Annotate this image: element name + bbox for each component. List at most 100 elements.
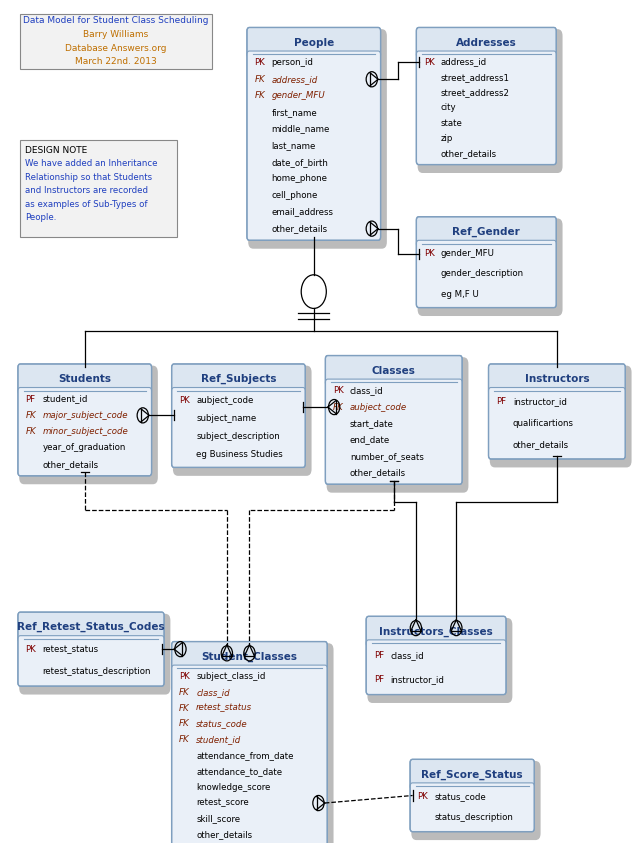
Text: last_name: last_name <box>271 141 316 150</box>
Text: state: state <box>441 118 463 127</box>
FancyBboxPatch shape <box>417 241 556 307</box>
Text: Students: Students <box>59 374 111 384</box>
Text: Addresses: Addresses <box>456 38 517 47</box>
Text: Data Model for Student Class Scheduling: Data Model for Student Class Scheduling <box>23 16 209 25</box>
Text: FK: FK <box>333 403 343 412</box>
Text: March 22nd. 2013: March 22nd. 2013 <box>75 57 157 67</box>
Text: Relationship so that Students: Relationship so that Students <box>25 173 152 181</box>
FancyBboxPatch shape <box>367 618 512 703</box>
Text: Ref_Subjects: Ref_Subjects <box>201 374 276 384</box>
Text: Instructors: Instructors <box>525 374 589 384</box>
FancyBboxPatch shape <box>410 783 534 831</box>
Text: city: city <box>441 103 457 112</box>
Text: aubject_code: aubject_code <box>350 403 407 412</box>
Text: Student_Classes: Student_Classes <box>201 652 298 662</box>
FancyBboxPatch shape <box>172 641 327 672</box>
Text: status_code: status_code <box>196 719 248 728</box>
FancyBboxPatch shape <box>18 387 152 476</box>
Text: other_details: other_details <box>513 441 569 449</box>
FancyBboxPatch shape <box>172 387 305 468</box>
Text: middle_name: middle_name <box>271 125 330 133</box>
FancyBboxPatch shape <box>417 51 556 165</box>
FancyBboxPatch shape <box>417 217 556 247</box>
Text: eg M,F U: eg M,F U <box>441 289 478 299</box>
FancyBboxPatch shape <box>19 614 170 695</box>
Text: Ref_Gender: Ref_Gender <box>453 227 520 237</box>
Text: as examples of Sub-Types of: as examples of Sub-Types of <box>25 200 147 208</box>
Text: We have added an Inheritance: We have added an Inheritance <box>25 160 158 168</box>
Text: qualificartions: qualificartions <box>513 419 574 428</box>
Text: Instructors_Classes: Instructors_Classes <box>379 626 493 636</box>
Text: other_details: other_details <box>441 149 497 158</box>
FancyBboxPatch shape <box>18 364 152 394</box>
FancyBboxPatch shape <box>412 761 541 840</box>
FancyBboxPatch shape <box>325 355 462 386</box>
Text: PF: PF <box>496 398 506 406</box>
Text: instructor_id: instructor_id <box>513 398 567 406</box>
Text: status_code: status_code <box>435 793 486 801</box>
Text: other_details: other_details <box>271 225 327 233</box>
Text: Barry Williams: Barry Williams <box>84 30 149 39</box>
FancyBboxPatch shape <box>417 219 563 316</box>
Text: student_id: student_id <box>196 735 241 744</box>
FancyBboxPatch shape <box>417 28 556 57</box>
Text: start_date: start_date <box>350 419 394 428</box>
Text: PK: PK <box>424 57 435 67</box>
Text: first_name: first_name <box>271 108 317 117</box>
Text: PK: PK <box>179 672 190 681</box>
Text: class_id: class_id <box>196 688 230 697</box>
Text: FK: FK <box>179 735 190 744</box>
Text: retest_status_description: retest_status_description <box>42 668 151 676</box>
Text: instructor_id: instructor_id <box>391 674 444 684</box>
Bar <box>21 140 177 237</box>
Text: address_id: address_id <box>271 75 318 84</box>
Text: PK: PK <box>255 58 265 68</box>
FancyBboxPatch shape <box>247 28 381 57</box>
Text: skill_score: skill_score <box>196 814 240 824</box>
Text: subject_description: subject_description <box>196 432 280 441</box>
Text: other_details: other_details <box>196 830 252 839</box>
Text: PK: PK <box>333 387 343 395</box>
Text: status_description: status_description <box>435 814 513 822</box>
FancyBboxPatch shape <box>489 387 625 459</box>
FancyBboxPatch shape <box>172 364 305 394</box>
FancyBboxPatch shape <box>19 365 158 484</box>
Text: date_of_birth: date_of_birth <box>271 158 329 167</box>
Bar <box>21 14 212 68</box>
FancyBboxPatch shape <box>247 51 381 241</box>
Text: street_address2: street_address2 <box>441 88 510 97</box>
Text: address_id: address_id <box>441 57 487 67</box>
Text: email_address: email_address <box>271 208 334 217</box>
Text: PK: PK <box>417 793 428 801</box>
Text: Classes: Classes <box>372 365 416 376</box>
Text: FK: FK <box>255 75 265 84</box>
FancyBboxPatch shape <box>18 636 164 686</box>
Text: end_date: end_date <box>350 436 390 445</box>
FancyBboxPatch shape <box>490 365 631 468</box>
Text: eg Business Studies: eg Business Studies <box>196 451 283 459</box>
Text: Ref_Score_Status: Ref_Score_Status <box>421 770 523 780</box>
Text: year_of_graduation: year_of_graduation <box>42 443 126 452</box>
FancyBboxPatch shape <box>366 616 506 647</box>
Text: PK: PK <box>179 396 190 404</box>
FancyBboxPatch shape <box>173 365 312 476</box>
FancyBboxPatch shape <box>489 364 625 394</box>
Text: class_id: class_id <box>391 651 424 660</box>
Text: PF: PF <box>374 674 384 684</box>
Text: aubject_code: aubject_code <box>196 396 253 404</box>
Text: attendance_from_date: attendance_from_date <box>196 751 294 760</box>
Text: attendance_to_date: attendance_to_date <box>196 767 282 776</box>
Text: FK: FK <box>255 91 265 100</box>
Text: number_of_seats: number_of_seats <box>350 452 424 461</box>
Text: People: People <box>294 38 334 47</box>
Text: FK: FK <box>179 704 190 712</box>
Text: FK: FK <box>179 719 190 728</box>
FancyBboxPatch shape <box>172 665 327 844</box>
Text: FK: FK <box>26 411 36 419</box>
FancyBboxPatch shape <box>18 612 164 642</box>
Text: retest_status: retest_status <box>42 646 98 654</box>
Text: gender_description: gender_description <box>441 269 524 279</box>
Text: minor_subject_code: minor_subject_code <box>42 427 128 436</box>
Text: FK: FK <box>179 688 190 697</box>
Text: home_phone: home_phone <box>271 175 327 183</box>
